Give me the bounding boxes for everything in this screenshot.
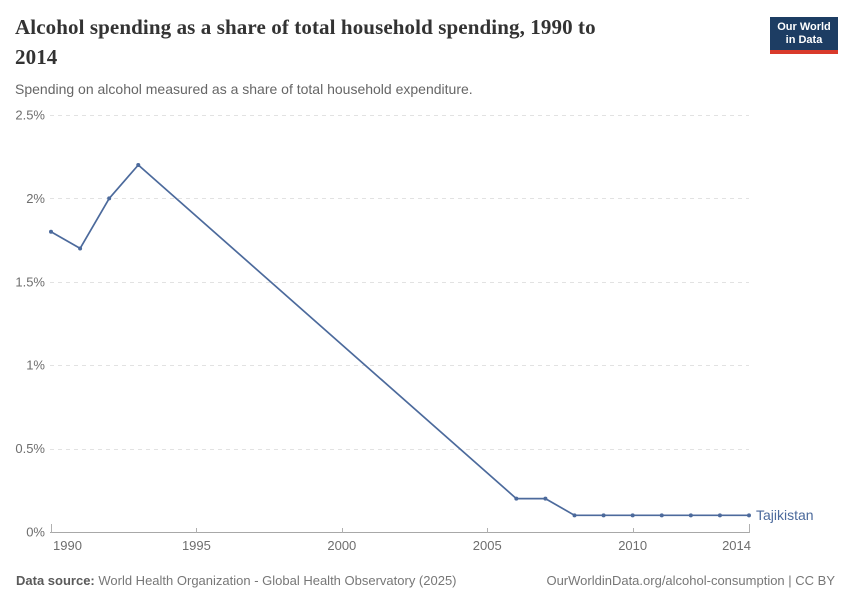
data-point[interactable] bbox=[514, 496, 519, 501]
data-point[interactable] bbox=[717, 513, 722, 518]
data-point[interactable] bbox=[659, 513, 664, 518]
data-source-text: World Health Organization - Global Healt… bbox=[94, 573, 457, 588]
data-point[interactable] bbox=[136, 163, 141, 168]
logo-red-bar bbox=[770, 50, 838, 54]
x-tick-label: 1990 bbox=[53, 538, 82, 553]
y-tick-label: 0% bbox=[26, 525, 45, 540]
owid-logo[interactable]: Our World in Data bbox=[770, 17, 838, 54]
data-point[interactable] bbox=[572, 513, 577, 518]
x-tick-label: 2005 bbox=[473, 538, 502, 553]
chart-subtitle: Spending on alcohol measured as a share … bbox=[15, 81, 473, 97]
series-label[interactable]: Tajikistan bbox=[756, 507, 814, 523]
y-tick-label: 0.5% bbox=[15, 441, 45, 456]
series-line bbox=[50, 164, 750, 517]
x-tick-label: 2014 bbox=[722, 538, 751, 553]
y-tick-label: 2.5% bbox=[15, 108, 45, 123]
data-point[interactable] bbox=[601, 513, 606, 518]
data-point[interactable] bbox=[630, 513, 635, 518]
chart-header: Alcohol spending as a share of total hou… bbox=[15, 12, 838, 97]
logo-text-line2: in Data bbox=[785, 34, 823, 46]
data-point[interactable] bbox=[747, 513, 751, 518]
data-point[interactable] bbox=[49, 229, 53, 234]
footer-link[interactable]: OurWorldinData.org/alcohol-consumption |… bbox=[546, 573, 835, 588]
y-tick-label: 2% bbox=[26, 191, 45, 206]
owid-logo-box: Our World in Data bbox=[770, 17, 838, 50]
x-tick-label: 2000 bbox=[327, 538, 356, 553]
page-title: Alcohol spending as a share of total hou… bbox=[15, 12, 835, 72]
x-tick-label: 1995 bbox=[182, 538, 211, 553]
data-point[interactable] bbox=[688, 513, 693, 518]
data-source: Data source: World Health Organization -… bbox=[16, 573, 457, 588]
data-point[interactable] bbox=[543, 496, 548, 501]
data-source-label: Data source: bbox=[16, 573, 95, 588]
title-line-1: Alcohol spending as a share of total hou… bbox=[15, 15, 596, 39]
title-line-2: 2014 bbox=[15, 45, 58, 69]
data-point[interactable] bbox=[78, 246, 83, 251]
y-tick-label: 1% bbox=[26, 358, 45, 373]
data-point[interactable] bbox=[107, 196, 112, 201]
logo-text-line1: Our World bbox=[777, 21, 831, 33]
y-tick-label: 1.5% bbox=[15, 274, 45, 289]
x-tick-label: 2010 bbox=[618, 538, 647, 553]
chart-footer: Data source: World Health Organization -… bbox=[16, 573, 835, 588]
